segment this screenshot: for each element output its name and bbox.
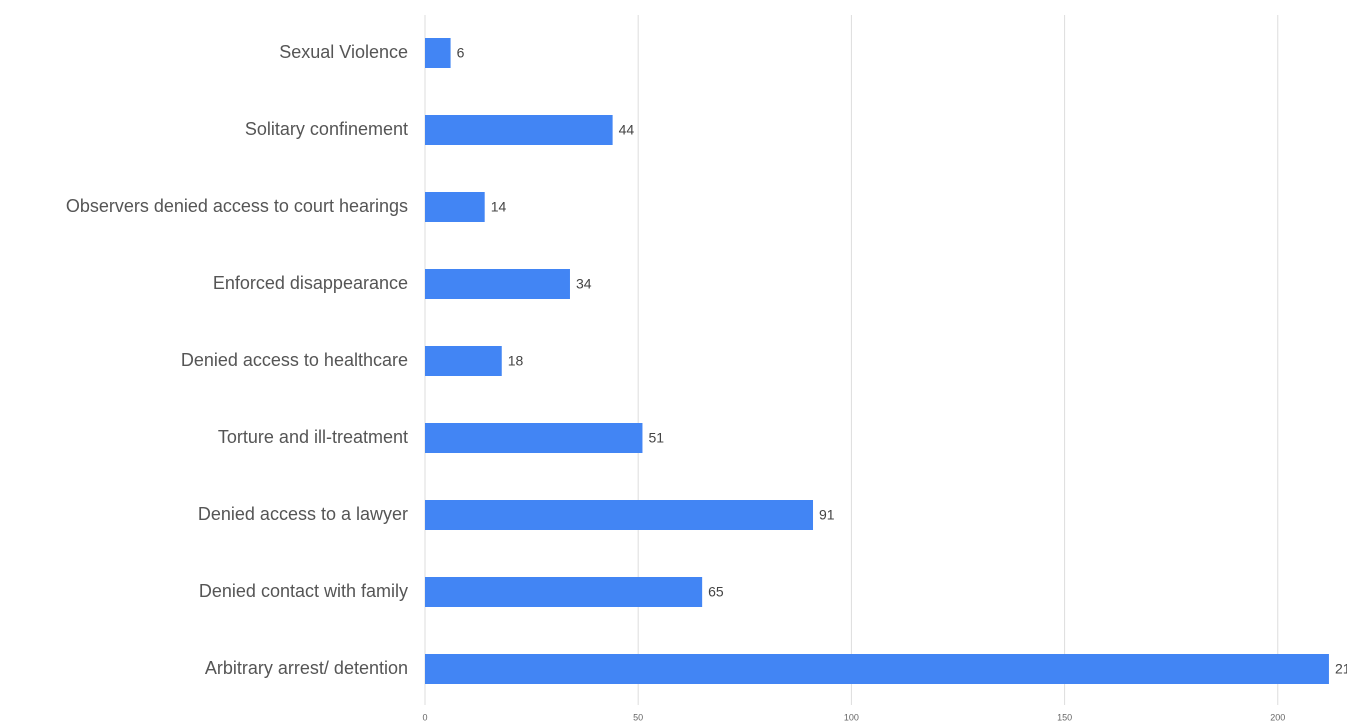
category-label: Denied contact with family	[199, 581, 408, 601]
data-label: 44	[619, 122, 635, 138]
x-tick-label: 100	[844, 712, 859, 722]
category-label: Solitary confinement	[245, 119, 408, 139]
x-tick-label: 50	[633, 712, 643, 722]
data-label: 34	[576, 276, 592, 292]
category-label: Enforced disappearance	[213, 273, 408, 293]
bar	[425, 192, 485, 222]
bar	[425, 346, 502, 376]
bar	[425, 423, 643, 453]
category-label: Observers denied access to court hearing…	[66, 196, 408, 216]
x-tick-label: 200	[1270, 712, 1285, 722]
x-tick-label: 150	[1057, 712, 1072, 722]
category-label: Sexual Violence	[279, 42, 408, 62]
data-label: 91	[819, 507, 835, 523]
data-label: 65	[708, 584, 724, 600]
data-label: 6	[457, 45, 465, 61]
data-label: 18	[508, 353, 524, 369]
data-label: 51	[648, 430, 664, 446]
bar	[425, 269, 570, 299]
data-label: 14	[491, 199, 507, 215]
bar	[425, 38, 451, 68]
bar	[425, 654, 1329, 684]
data-label: 212	[1335, 661, 1347, 677]
bar	[425, 577, 703, 607]
category-label: Torture and ill-treatment	[218, 427, 408, 447]
category-label: Arbitrary arrest/ detention	[205, 658, 408, 678]
bar	[425, 115, 613, 145]
bar	[425, 500, 814, 530]
category-label: Denied access to a lawyer	[198, 504, 408, 524]
x-tick-label: 0	[422, 712, 427, 722]
category-label: Denied access to healthcare	[181, 350, 408, 370]
